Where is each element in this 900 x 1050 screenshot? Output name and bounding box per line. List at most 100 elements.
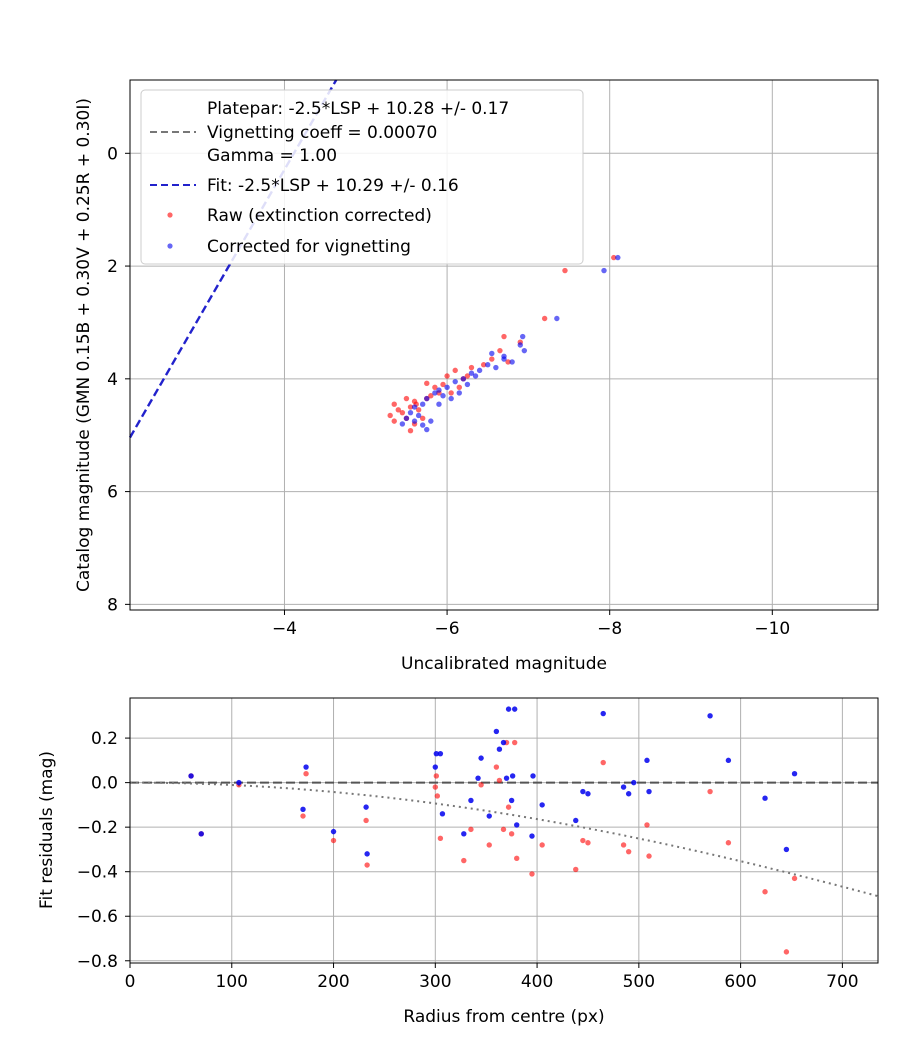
corrected-residual-point [500, 739, 507, 746]
corrected-residual-point [303, 764, 309, 770]
corrected-residual-point [496, 746, 503, 752]
corrected-point [476, 367, 483, 374]
bottom-x-tick-label: 200 [317, 972, 349, 992]
corrected-residual-point [573, 817, 579, 824]
top-legend: Platepar: -2.5*LSP + 10.28 +/- 0.17 Vign… [140, 89, 584, 265]
raw-point [403, 395, 410, 402]
corrected-point [601, 267, 607, 274]
bottom-x-ticks: 0 100 200 300 400 500 600 700 [125, 963, 859, 992]
raw-residual-point [437, 835, 444, 841]
corrected-residual-point [600, 710, 606, 717]
raw-point [440, 381, 446, 388]
corrected-residual-point [300, 806, 306, 813]
corrected-point [444, 384, 450, 390]
raw-residual-point [303, 771, 309, 777]
raw-residual-point [468, 826, 474, 833]
corrected-residual-point [762, 795, 768, 801]
corrected-residual-point [783, 846, 790, 853]
residuals-chart: 0 100 200 300 400 500 600 700 0.2 0.0 −0.2 −0.4 −0.… [37, 697, 879, 1027]
corrected-point [521, 347, 528, 354]
corrected-point [554, 315, 560, 322]
corrected-residual-point [625, 791, 632, 797]
legend-box [140, 89, 584, 265]
corrected-point [428, 418, 434, 424]
bottom-y-axis-label: Fit residuals (mag) [37, 751, 57, 909]
raw-residual-point [461, 857, 467, 864]
raw-point [432, 384, 438, 390]
raw-point [464, 373, 471, 379]
raw-residual-point [539, 842, 545, 848]
corrected-residual-point [707, 713, 713, 719]
corrected-point [509, 359, 515, 365]
bottom-x-axis-label: Radius from centre (px) [403, 1007, 604, 1027]
raw-point [407, 404, 414, 410]
corrected-point [440, 393, 446, 399]
raw-residual-point [646, 853, 652, 859]
corrected-residual-point [530, 773, 536, 779]
corrected-residual-point [539, 802, 545, 808]
calibration-chart: −4 −6 −8 −10 0 2 4 6 8 Uncalibrated magnitude C… [74, 79, 879, 674]
raw-residual-point [363, 817, 369, 824]
bottom-reference-lines [130, 781, 879, 898]
raw-point [424, 380, 430, 387]
raw-point [468, 364, 475, 371]
raw-residual-point [644, 822, 650, 828]
corrected-residual-point [646, 788, 652, 795]
corrected-point [501, 356, 507, 362]
top-plot-frame [129, 79, 879, 611]
raw-residual-point [511, 739, 518, 746]
legend-fit-label: Fit: -2.5*LSP + 10.29 +/- 0.16 [207, 176, 459, 196]
raw-residual-point [500, 826, 507, 833]
raw-point [399, 409, 406, 416]
raw-residual-point [600, 759, 606, 766]
bottom-x-tick-label: 100 [216, 972, 248, 992]
raw-residual-point [434, 793, 441, 799]
bottom-y-ticks: 0.2 0.0 −0.2 −0.4 −0.6 −0.8 [77, 729, 130, 972]
top-x-axis-label: Uncalibrated magnitude [401, 654, 607, 674]
raw-residual-point [505, 804, 512, 810]
corrected-residual-point [188, 773, 194, 779]
raw-residual-point [496, 777, 503, 784]
raw-point [387, 412, 393, 419]
corrected-point [424, 395, 430, 402]
raw-point [497, 347, 503, 354]
raw-residual-point [364, 862, 370, 868]
bottom-y-tick-label: −0.6 [77, 907, 118, 927]
legend-vignetting-label: Vignetting coeff = 0.00070 [207, 123, 437, 143]
bottom-y-tick-label: 0.2 [91, 729, 118, 749]
corrected-point [448, 395, 454, 402]
corrected-residual-point [363, 804, 369, 810]
legend-raw-label: Raw (extinction corrected) [207, 206, 432, 226]
corrected-point [419, 401, 426, 407]
raw-residual-point [725, 840, 732, 846]
bottom-x-tick-label: 300 [419, 972, 451, 992]
corrected-residual-point [433, 750, 440, 757]
raw-point [391, 401, 397, 407]
corrected-point [460, 376, 467, 382]
corrected-point [399, 421, 406, 427]
corrected-residual-point [437, 750, 444, 757]
raw-residual-point [580, 837, 586, 844]
raw-residual-point [433, 773, 440, 779]
raw-residual-point [625, 848, 632, 855]
corrected-residual-point [620, 784, 627, 790]
bottom-y-tick-label: 0.0 [91, 774, 118, 794]
corrected-point [411, 418, 418, 424]
corrected-residual-point [511, 706, 518, 712]
bottom-y-tick-label: −0.4 [77, 863, 118, 883]
raw-residual-point [620, 842, 627, 848]
raw-residual-point [791, 875, 798, 882]
raw-residual-point [573, 866, 579, 873]
corrected-point [485, 362, 491, 368]
top-x-tick-label: −8 [597, 619, 622, 639]
legend-raw-marker [167, 212, 173, 218]
corrected-point [424, 426, 430, 433]
raw-residual-point [330, 837, 337, 844]
raw-point [541, 315, 548, 322]
raw-point [444, 373, 450, 379]
corrected-point [464, 381, 471, 388]
raw-point [419, 415, 426, 421]
raw-point [415, 407, 422, 413]
corrected-residual-point [585, 791, 591, 797]
